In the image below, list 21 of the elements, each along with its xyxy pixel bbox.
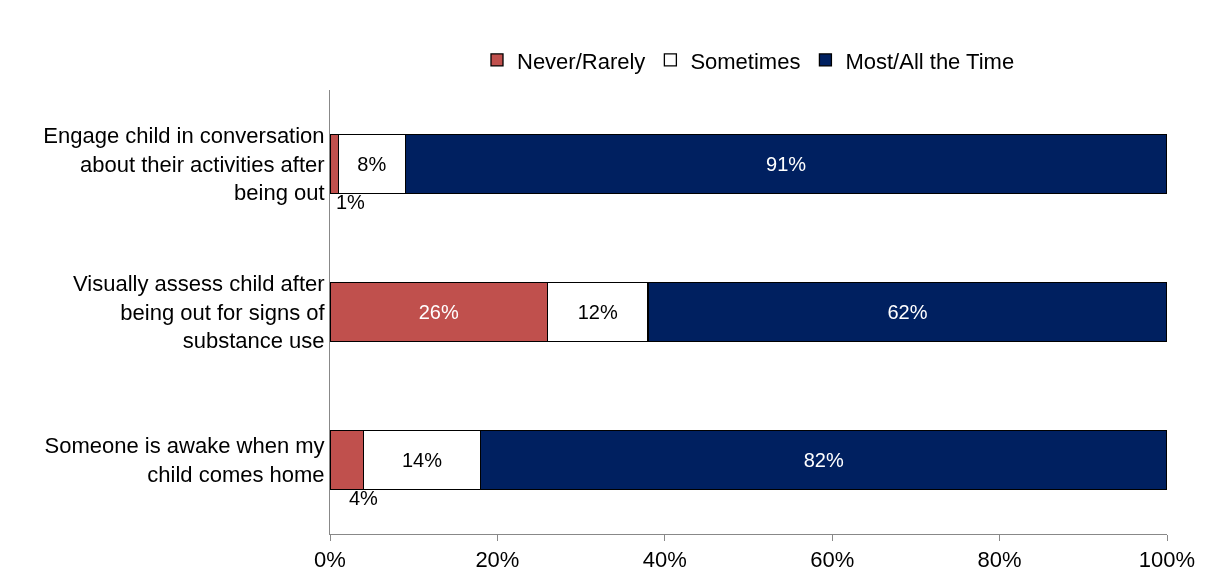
data-label: 1% [336, 191, 366, 213]
y-tick-label: Engage child in conversation about their activities after being out [43, 123, 325, 206]
x-tick-label: 0% [314, 547, 346, 573]
legend-label: Sometimes [690, 48, 801, 74]
y-tick-label: Someone is awake when my child comes home [44, 433, 325, 487]
data-label: 26% [418, 301, 459, 323]
x-tick-label: 100% [1138, 547, 1196, 573]
data-label: 8% [357, 153, 387, 175]
y-tick-label: Visually assess child after being out for signs of substance use [73, 271, 326, 354]
x-tick-label: 20% [475, 547, 520, 573]
legend-label: Never/Rarely [517, 48, 646, 74]
data-label: 12% [577, 301, 618, 323]
legend-label: Most/All the Time [845, 48, 1015, 74]
data-label: 14% [401, 449, 443, 471]
x-tick-label: 40% [642, 547, 687, 573]
data-label: 91% [766, 153, 807, 175]
data-label: 4% [349, 487, 379, 509]
x-tick-label: 60% [810, 547, 855, 573]
x-tick-label: 80% [977, 547, 1022, 573]
data-label: 62% [887, 301, 928, 323]
data-label: 82% [803, 449, 844, 471]
